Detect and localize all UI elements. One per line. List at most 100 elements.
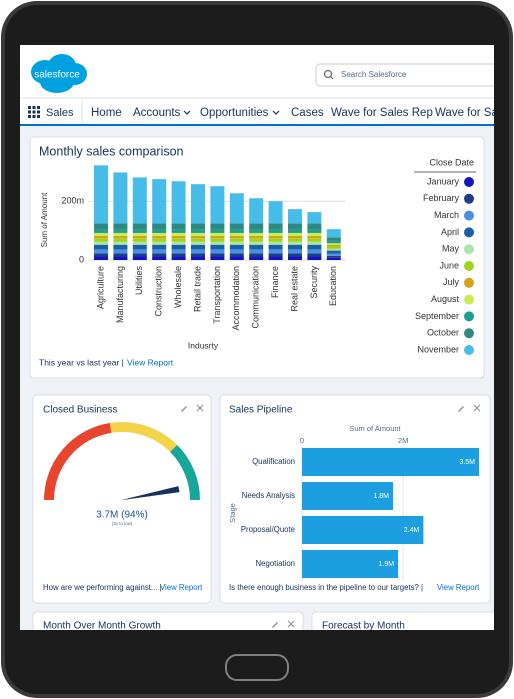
card-title: Sales Pipeline bbox=[229, 405, 293, 416]
bar-segment bbox=[152, 249, 167, 254]
legend-label: April bbox=[441, 227, 459, 237]
close-icon[interactable] bbox=[196, 404, 204, 412]
nav-item[interactable]: Opportunities bbox=[200, 107, 269, 119]
card bbox=[32, 611, 304, 630]
view-report-link[interactable]: View Report bbox=[160, 583, 203, 592]
bar-segment bbox=[229, 229, 244, 233]
bar-segment bbox=[132, 241, 147, 245]
bar-segment bbox=[94, 223, 108, 230]
y-tick-label: 0 bbox=[79, 254, 84, 264]
edit-icon[interactable] bbox=[181, 406, 187, 412]
gauge-band bbox=[44, 422, 112, 501]
bar-segment bbox=[249, 256, 264, 260]
bar-segment bbox=[113, 172, 128, 224]
nav-item[interactable]: Wave for Sal bbox=[435, 107, 500, 119]
gauge-subtitle: (3x to low) bbox=[112, 521, 133, 526]
legend-swatch bbox=[464, 244, 474, 255]
nav-item[interactable]: Cases bbox=[291, 107, 324, 119]
bar-segment bbox=[229, 241, 244, 245]
bar-segment bbox=[288, 223, 302, 230]
x-tick-label: Security bbox=[309, 266, 319, 299]
bar-segment bbox=[326, 245, 341, 247]
legend-title: Close Date bbox=[429, 157, 474, 167]
bar-segment bbox=[268, 229, 283, 233]
bar-segment bbox=[249, 229, 264, 233]
gauge-band bbox=[169, 444, 200, 501]
legend-label: February bbox=[423, 193, 460, 203]
bar-segment bbox=[113, 223, 128, 230]
legend-label: January bbox=[427, 176, 460, 186]
bar-segment bbox=[268, 201, 283, 224]
bar-segment bbox=[229, 256, 244, 260]
value-label: 3.5M bbox=[459, 459, 475, 466]
edit-icon[interactable] bbox=[458, 406, 464, 412]
bar-segment bbox=[113, 244, 128, 250]
bar-segment bbox=[132, 177, 147, 224]
screen: salesforce Search Salesforce Sales Home Acco… bbox=[20, 45, 506, 632]
bar-segment bbox=[210, 186, 225, 224]
app-launcher[interactable] bbox=[28, 106, 40, 118]
bar-segment bbox=[307, 244, 322, 250]
x-tick-label: 2M bbox=[398, 436, 408, 445]
logo[interactable] bbox=[31, 54, 87, 93]
app-name[interactable]: Sales bbox=[46, 107, 74, 119]
legend-swatch bbox=[464, 193, 474, 204]
bar-segment bbox=[94, 256, 108, 260]
card-title: Month Over Month Growth bbox=[43, 621, 161, 632]
bar-segment bbox=[288, 209, 302, 224]
x-tick-label: Construction bbox=[154, 266, 164, 317]
x-axis-title: Indusrty bbox=[188, 340, 219, 350]
bar-segment bbox=[229, 244, 244, 250]
bar-segment bbox=[229, 193, 244, 224]
search-icon bbox=[323, 69, 333, 79]
search-placeholder[interactable]: Search Salesforce bbox=[341, 70, 407, 79]
edit-icon[interactable] bbox=[272, 622, 278, 628]
bar-segment bbox=[152, 253, 167, 257]
bar-segment bbox=[249, 249, 264, 254]
bar-segment bbox=[94, 232, 108, 236]
bar-segment bbox=[152, 238, 167, 242]
nav-item[interactable]: Accounts bbox=[133, 107, 181, 119]
bar-segment bbox=[152, 256, 167, 260]
bar-segment bbox=[268, 249, 283, 254]
bar-segment bbox=[268, 223, 283, 230]
legend-label: May bbox=[442, 244, 460, 254]
bar-segment bbox=[268, 244, 283, 250]
footnote: This year vs last year | bbox=[39, 357, 124, 367]
value-label: 1.9M bbox=[379, 561, 395, 568]
y-tick-label: Qualification bbox=[252, 457, 295, 466]
bar-segment bbox=[326, 253, 341, 256]
bar-segment bbox=[326, 248, 341, 251]
nav-item[interactable]: Wave for Sales Rep bbox=[331, 107, 433, 119]
nav-item[interactable]: Home bbox=[91, 107, 122, 119]
bar-segment bbox=[326, 255, 341, 258]
bar-segment bbox=[152, 179, 167, 224]
bar-segment bbox=[288, 256, 302, 260]
bar-segment bbox=[94, 165, 108, 224]
nav-chevron bbox=[272, 110, 280, 115]
legend-swatch bbox=[464, 210, 474, 221]
x-tick-label: Manufacturing bbox=[115, 266, 125, 323]
bar-segment bbox=[249, 198, 264, 224]
view-report-link[interactable]: View Report bbox=[127, 357, 174, 367]
close-icon[interactable] bbox=[287, 620, 295, 628]
bar-segment bbox=[132, 249, 147, 254]
bar-segment bbox=[191, 256, 205, 260]
y-tick-label: Needs Analysis bbox=[242, 491, 295, 500]
bar-segment bbox=[171, 238, 186, 242]
x-tick-label: Communication bbox=[251, 266, 261, 329]
bar-segment bbox=[268, 232, 283, 236]
view-report-link[interactable]: View Report bbox=[437, 583, 480, 592]
bar-segment bbox=[307, 253, 322, 257]
search-box[interactable] bbox=[315, 63, 506, 87]
bar-segment bbox=[113, 232, 128, 236]
bar-segment bbox=[113, 253, 128, 257]
close-icon[interactable] bbox=[473, 404, 481, 412]
x-tick-label: Utilities bbox=[134, 266, 144, 296]
bar-segment bbox=[268, 253, 283, 257]
bar-segment bbox=[113, 256, 128, 260]
bar-segment bbox=[94, 229, 108, 233]
home-button[interactable] bbox=[225, 654, 289, 681]
bar-segment bbox=[288, 235, 302, 239]
bar-segment bbox=[249, 244, 264, 250]
